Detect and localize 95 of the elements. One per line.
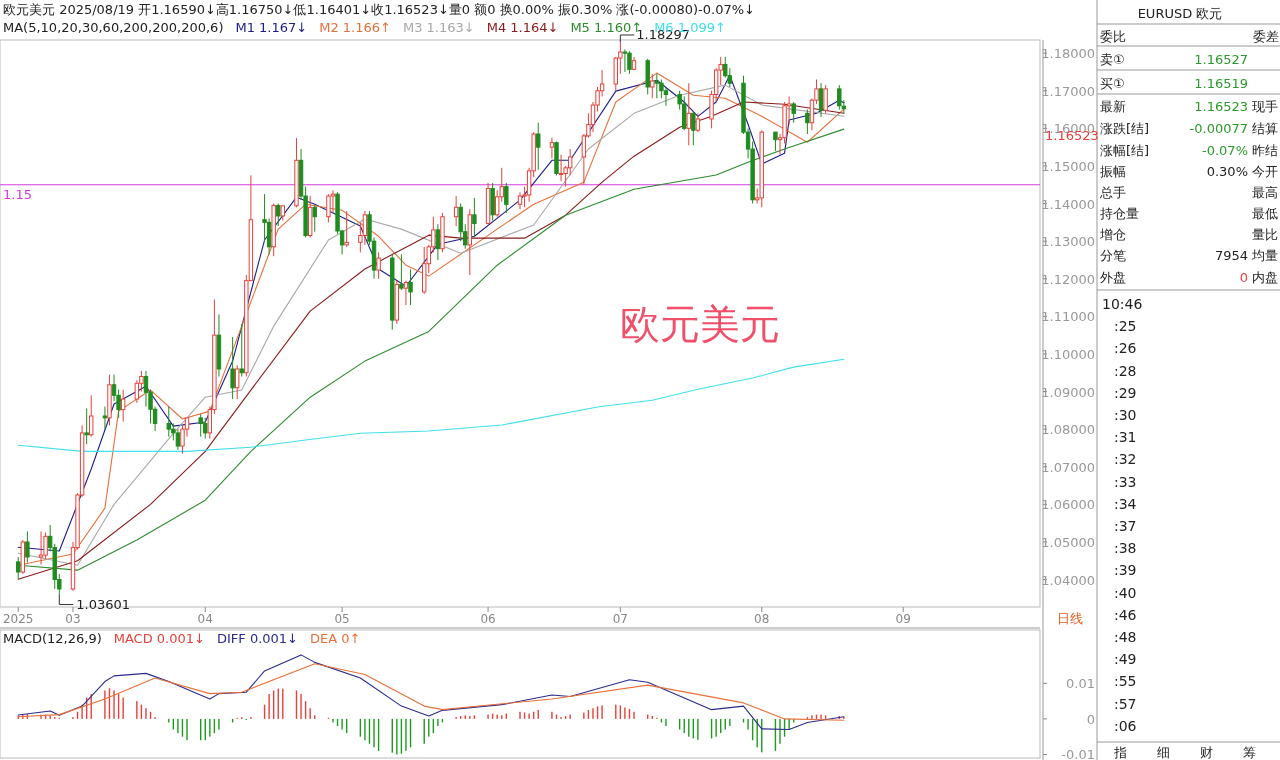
ref-line-label: 1.15 — [3, 186, 32, 202]
text: 涨幅[结] — [1100, 143, 1150, 158]
text: 1.16527 — [1194, 52, 1248, 67]
text: 持仓量 — [1100, 206, 1139, 221]
y-tick-label: 1.08000 — [1041, 422, 1095, 438]
y-tick-label: 1.13000 — [1041, 234, 1095, 250]
text: 委差 — [1253, 29, 1279, 44]
text: 内盘 — [1252, 270, 1278, 285]
text: :28 — [1114, 362, 1137, 379]
text: :49 — [1114, 651, 1137, 668]
text: 昨结 — [1252, 143, 1278, 158]
y-tick-label: 1.10000 — [1041, 346, 1095, 362]
chart-subtitle: MA(5,10,20,30,60,200,200,200,6) — [3, 20, 224, 35]
text: 振幅 — [1100, 164, 1126, 179]
text: 筹 — [1242, 745, 1256, 760]
text: 1.16523 — [1194, 99, 1248, 114]
text: :31 — [1114, 429, 1137, 446]
y-tick-label: 1.07000 — [1041, 459, 1095, 475]
text: 量比 — [1252, 227, 1278, 242]
y-tick-label: 1.09000 — [1041, 384, 1095, 400]
text: MACD 0.001↓ — [113, 631, 205, 646]
text: M2 1.166↑ — [319, 20, 391, 35]
x-tick-label: 03 — [65, 612, 81, 626]
text: 指 — [1112, 745, 1127, 760]
y-tick-label: 1.04000 — [1041, 572, 1095, 588]
text: 日线 — [1057, 611, 1083, 626]
text: 总手 — [1099, 185, 1126, 200]
y-tick-label: 1.06000 — [1041, 497, 1095, 513]
y-tick-label: 1.11000 — [1041, 309, 1095, 325]
text: :25 — [1114, 318, 1137, 335]
text: -0.07% — [1202, 143, 1248, 158]
text: 委比 — [1100, 29, 1126, 44]
text: :37 — [1114, 518, 1137, 534]
text: :48 — [1114, 629, 1137, 645]
y-tick-label: 1.12000 — [1041, 271, 1095, 287]
y-tick-label: -0.01 — [1061, 747, 1095, 760]
text: :34 — [1114, 495, 1137, 512]
text: 增仓 — [1099, 227, 1126, 242]
text: :38 — [1114, 540, 1137, 557]
y-tick-label: 1.15000 — [1041, 158, 1095, 174]
text: 结算 — [1252, 121, 1278, 136]
text: M4 1.164↓ — [486, 20, 559, 35]
x-tick-label: 06 — [480, 612, 496, 626]
annotation: 欧元美元 — [620, 301, 780, 347]
text: 细 — [1156, 745, 1170, 760]
text: 分笔 — [1100, 248, 1126, 263]
y-tick-label: 1.05000 — [1041, 534, 1095, 550]
x-tick-label: 05 — [334, 612, 350, 626]
text: -0.00077 — [1189, 121, 1248, 136]
x-tick-label: 07 — [612, 612, 628, 626]
text: 0 — [1239, 270, 1248, 285]
text: :26 — [1114, 340, 1137, 357]
annotation: 1.03601 — [76, 596, 131, 612]
text: :55 — [1114, 673, 1137, 690]
x-tick-label: 2025 — [2, 612, 34, 626]
x-tick-label: 08 — [754, 612, 770, 626]
text: 财 — [1199, 745, 1213, 760]
text: 7954 — [1214, 248, 1248, 263]
text: 外盘 — [1100, 270, 1126, 285]
text: 最高 — [1252, 185, 1278, 200]
text: :33 — [1114, 473, 1137, 490]
text: 均量 — [1251, 248, 1278, 263]
series-label: DIFF 0.001↓ — [216, 631, 298, 646]
text: 0.30% — [1206, 164, 1248, 179]
line-series — [17, 358, 845, 452]
text: 买① — [1100, 76, 1125, 91]
text: 最新 — [1100, 99, 1126, 114]
text: :46 — [1114, 606, 1137, 623]
text: 今开 — [1252, 164, 1278, 179]
text: 最低 — [1252, 206, 1278, 221]
text: :40 — [1114, 584, 1137, 601]
text: 现手 — [1252, 99, 1278, 114]
y-tick-label: 1.18000 — [1041, 46, 1095, 62]
x-tick-label: 04 — [197, 612, 213, 626]
text: 1.16519 — [1194, 76, 1248, 91]
y-tick-label: 1.17000 — [1041, 83, 1095, 99]
x-tick-label: 09 — [895, 612, 911, 626]
text: M1 1.167↓ — [235, 20, 308, 35]
text: 10:46 — [1102, 296, 1143, 312]
y-tick-label: 0 — [1086, 711, 1095, 727]
y-tick-label: 0.01 — [1066, 676, 1095, 692]
text: 涨跌[结] — [1100, 121, 1150, 136]
text: :39 — [1114, 562, 1137, 579]
text: :29 — [1114, 384, 1137, 401]
text: :57 — [1114, 695, 1137, 712]
y-tick-label: 1.14000 — [1041, 196, 1095, 212]
text: 卖① — [1100, 52, 1125, 67]
series-label: DEA 0↑ — [310, 631, 361, 646]
text: EURUSD 欧元 — [1137, 6, 1223, 21]
text: :30 — [1114, 407, 1137, 423]
chart-title: MACD(12,26,9) — [3, 631, 102, 646]
text: :06 — [1114, 717, 1137, 734]
text: :32 — [1114, 451, 1137, 468]
text: M3 1.163↓ — [402, 20, 475, 35]
chart-title: 欧元美元 2025/08/19 开1.16590↓高1.16750↓低1.16401↓收1.16523↓量0 额0 换0.00% 振0.30% 涨(-0.00080)-0.07%↓ — [3, 2, 755, 17]
